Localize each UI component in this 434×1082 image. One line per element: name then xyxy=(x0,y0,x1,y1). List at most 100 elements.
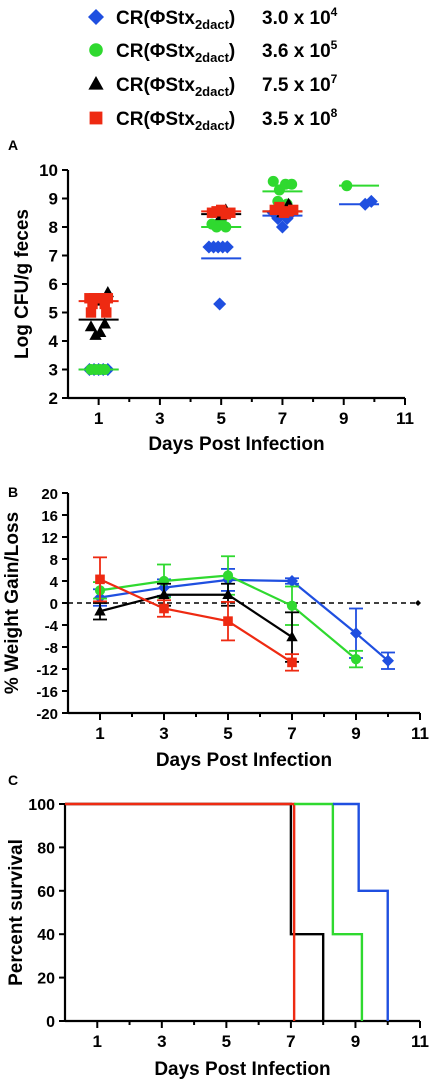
x-tick-label: 11 xyxy=(411,724,429,743)
legend-dose-exponent: 4 xyxy=(331,5,338,19)
y-tick-label: -8 xyxy=(45,640,58,657)
series-line xyxy=(99,578,293,664)
y-tick-label: 8 xyxy=(49,218,58,237)
legend-marker xyxy=(89,43,103,57)
legend-marker xyxy=(89,111,103,125)
y-tick-label: 40 xyxy=(37,927,55,944)
x-tick-label: 1 xyxy=(94,409,103,428)
x-axis-label: Days Post Infection xyxy=(148,434,324,455)
series-line xyxy=(99,593,293,639)
x-tick-label: 5 xyxy=(223,724,232,743)
y-axis-label: Percent survival xyxy=(6,839,27,986)
legend-label-subscript: 2dact xyxy=(195,118,230,133)
x-axis-label: Days Post Infection xyxy=(156,750,332,771)
legend-dose-exponent: 8 xyxy=(331,106,338,120)
panel-c: C 0 20 40 60 80 100 1 3 5 7 9 11 Days Post Infection P… xyxy=(6,772,429,1080)
panel-letter: B xyxy=(8,484,18,500)
panel-b: B -20 -16 -12 -8 -4 0 4 8 12 16 20 1 3 5 7 9 11 Days Post … xyxy=(2,484,429,771)
legend-dose-exponent: 5 xyxy=(331,38,338,52)
panel-letter: C xyxy=(8,772,18,788)
y-tick-label: 3 xyxy=(49,361,58,380)
legend-label-name: CR(ΦStx xyxy=(116,75,195,96)
legend-label-subscript: 2dact xyxy=(195,17,230,32)
legend-label-subscript: 2dact xyxy=(195,50,230,65)
data-point xyxy=(286,600,298,611)
legend-dose-base: 3.0 x 10 xyxy=(262,8,331,29)
baseline-marker xyxy=(415,600,421,606)
data-point xyxy=(98,317,111,329)
y-tick-label: -12 xyxy=(36,662,58,679)
data-point xyxy=(350,627,362,640)
data-point xyxy=(220,221,232,233)
panel-a: A 2 3 4 5 6 7 8 9 10 1 3 5 7 9 11 Days Post Infection Log… xyxy=(8,137,414,455)
y-tick-label: -4 xyxy=(45,618,59,635)
data-point xyxy=(222,588,234,599)
y-tick-label: 80 xyxy=(37,840,55,857)
x-tick-label: 9 xyxy=(351,1032,360,1051)
legend-label-name: CR(ΦStx xyxy=(116,8,195,29)
legend-label-subscript: 2dact xyxy=(195,84,230,99)
data-point xyxy=(220,240,234,254)
x-tick-label: 1 xyxy=(95,724,104,743)
legend-label-close: ) xyxy=(229,41,235,62)
x-tick-label: 7 xyxy=(287,724,296,743)
legend-label: CR(ΦStx2dact) xyxy=(116,109,235,133)
legend-dose-base: 3.6 x 10 xyxy=(262,41,331,62)
y-tick-label: 60 xyxy=(37,884,55,901)
y-axis-label: % Weight Gain/Loss xyxy=(2,512,23,694)
x-tick-label: 5 xyxy=(222,1032,231,1051)
y-tick-label: -20 xyxy=(36,706,58,723)
y-tick-label: 0 xyxy=(46,1014,55,1031)
data-point xyxy=(85,307,97,318)
x-tick-label: 9 xyxy=(351,724,360,743)
data-point xyxy=(95,574,105,585)
legend-dose: 3.6 x 105 xyxy=(262,38,338,62)
data-point xyxy=(213,297,227,311)
data-point xyxy=(286,178,298,190)
data-point xyxy=(87,298,98,310)
legend-label: CR(ΦStx2dact) xyxy=(116,41,235,65)
data-point xyxy=(93,325,107,337)
data-point xyxy=(287,657,297,668)
y-tick-label: 2 xyxy=(49,389,58,408)
legend-label-name: CR(ΦStx xyxy=(116,109,195,130)
y-tick-label: 9 xyxy=(49,190,58,209)
y-tick-label: 4 xyxy=(49,332,59,351)
data-point xyxy=(275,220,289,234)
legend-dose: 7.5 x 107 xyxy=(262,72,338,96)
data-point xyxy=(286,575,298,587)
data-point xyxy=(158,588,170,599)
y-tick-label: 5 xyxy=(49,304,58,323)
data-point xyxy=(364,194,378,208)
data-point xyxy=(286,631,298,642)
y-tick-label: 10 xyxy=(39,161,58,180)
data-point xyxy=(84,320,98,332)
x-tick-label: 7 xyxy=(286,1032,295,1051)
legend-label-close: ) xyxy=(229,75,235,96)
y-tick-label: 16 xyxy=(41,508,58,525)
y-tick-label: 7 xyxy=(49,247,58,266)
data-point xyxy=(94,605,106,616)
legend-dose-base: 7.5 x 10 xyxy=(262,75,331,96)
legend-dose-base: 3.5 x 10 xyxy=(262,109,331,130)
survival-step-line xyxy=(332,802,389,1021)
x-tick-label: 5 xyxy=(216,409,225,428)
data-point xyxy=(274,201,285,213)
survival-step-line xyxy=(294,802,364,1021)
legend-dose-exponent: 7 xyxy=(331,72,338,86)
y-tick-label: 4 xyxy=(50,574,59,591)
y-tick-label: 20 xyxy=(41,486,58,503)
legend-label-close: ) xyxy=(229,8,235,29)
data-point xyxy=(99,363,111,376)
data-point xyxy=(222,570,234,581)
legend-marker xyxy=(88,9,104,25)
panel-letter: A xyxy=(8,137,18,153)
legend-label-name: CR(ΦStx xyxy=(116,41,195,62)
x-axis-label: Days Post Infection xyxy=(154,1059,330,1080)
y-tick-label: 8 xyxy=(50,552,58,569)
y-tick-label: 20 xyxy=(37,971,55,988)
y-tick-label: 6 xyxy=(49,275,58,294)
survival-step-line xyxy=(65,802,296,1021)
